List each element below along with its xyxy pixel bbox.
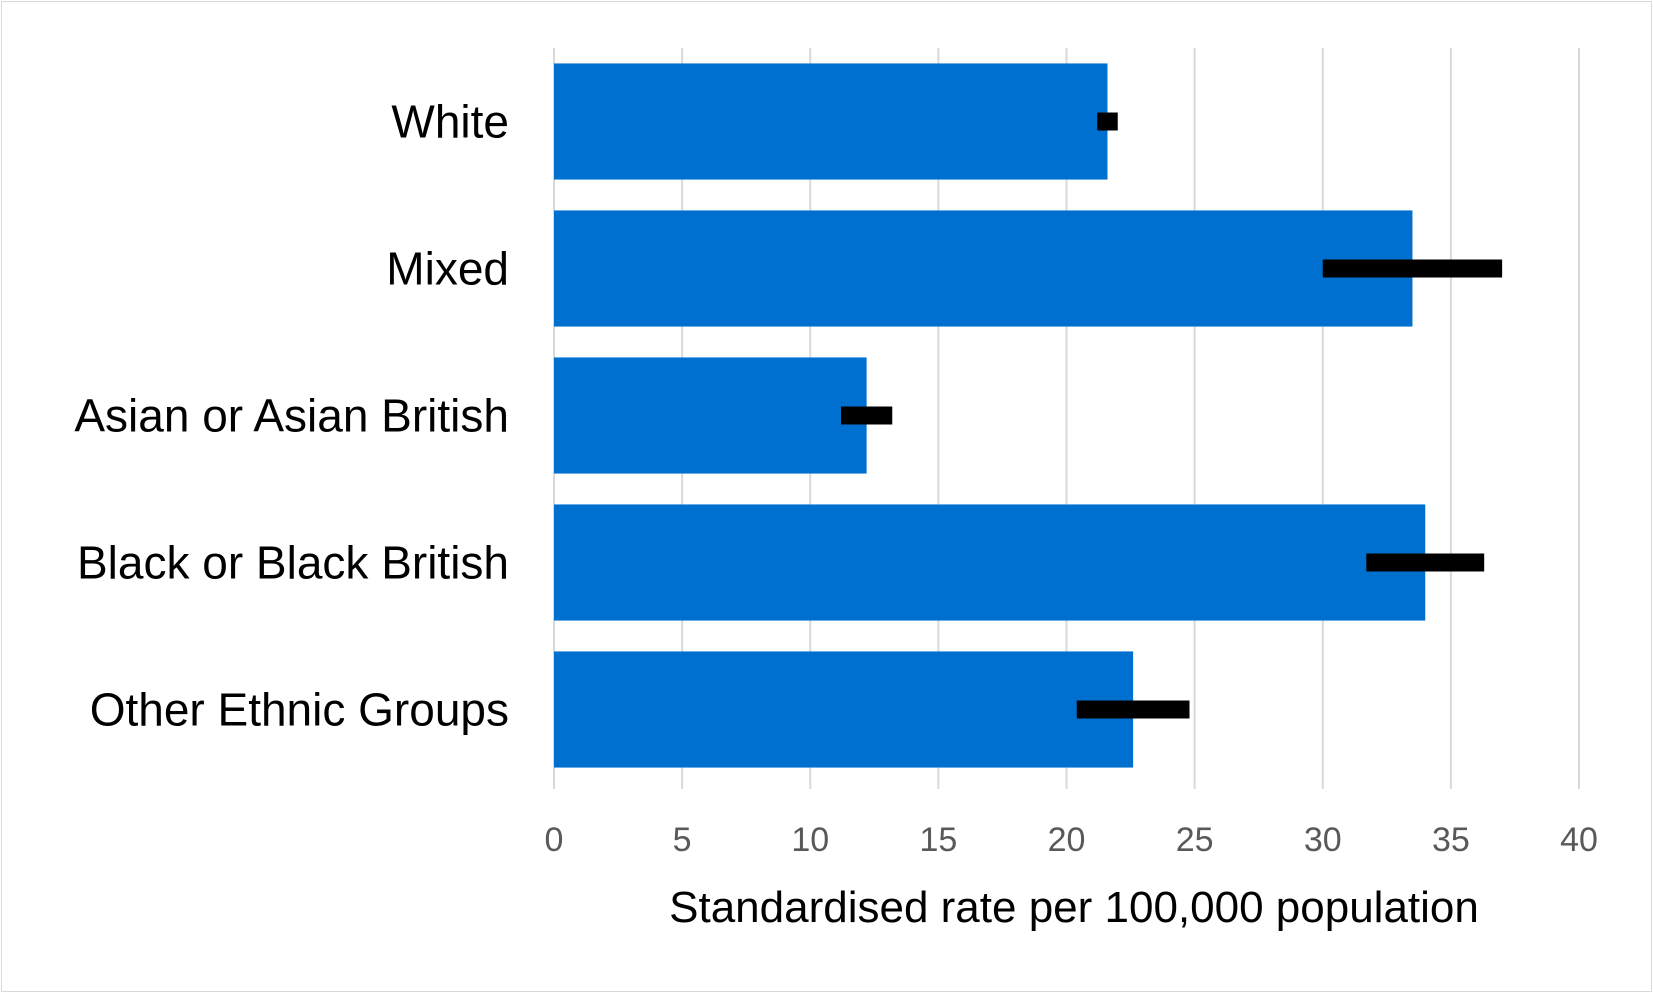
x-tick-labels: 0 5 10 15 20 25 30 35 40 [545, 821, 1598, 859]
category-label: Black or Black British [77, 537, 509, 589]
x-tick-label: 25 [1176, 821, 1214, 859]
error-bar [1366, 553, 1485, 572]
x-tick-label: 40 [1560, 821, 1598, 859]
error-bars [841, 112, 1503, 719]
error-bar [1097, 112, 1118, 131]
bar [554, 651, 1134, 768]
category-label: Asian or Asian British [74, 390, 509, 442]
bars [554, 63, 1426, 768]
category-label: White [391, 96, 509, 148]
category-labels: White Mixed Asian or Asian British Black or… [74, 96, 509, 736]
bar [554, 63, 1108, 180]
x-axis-title: Standardised rate per 100,000 population [669, 883, 1479, 932]
bar [554, 357, 867, 474]
error-bar [841, 406, 893, 425]
bar [554, 504, 1426, 621]
error-bar [1076, 700, 1190, 719]
category-label: Mixed [386, 243, 509, 295]
x-tick-label: 35 [1432, 821, 1470, 859]
category-label: Other Ethnic Groups [90, 684, 509, 736]
error-bar [1322, 259, 1503, 278]
bar [554, 210, 1413, 327]
x-tick-label: 20 [1048, 821, 1086, 859]
x-tick-label: 15 [919, 821, 957, 859]
x-tick-label: 5 [673, 821, 692, 859]
x-tick-label: 10 [791, 821, 829, 859]
x-tick-label: 0 [545, 821, 564, 859]
x-tick-label: 30 [1304, 821, 1342, 859]
